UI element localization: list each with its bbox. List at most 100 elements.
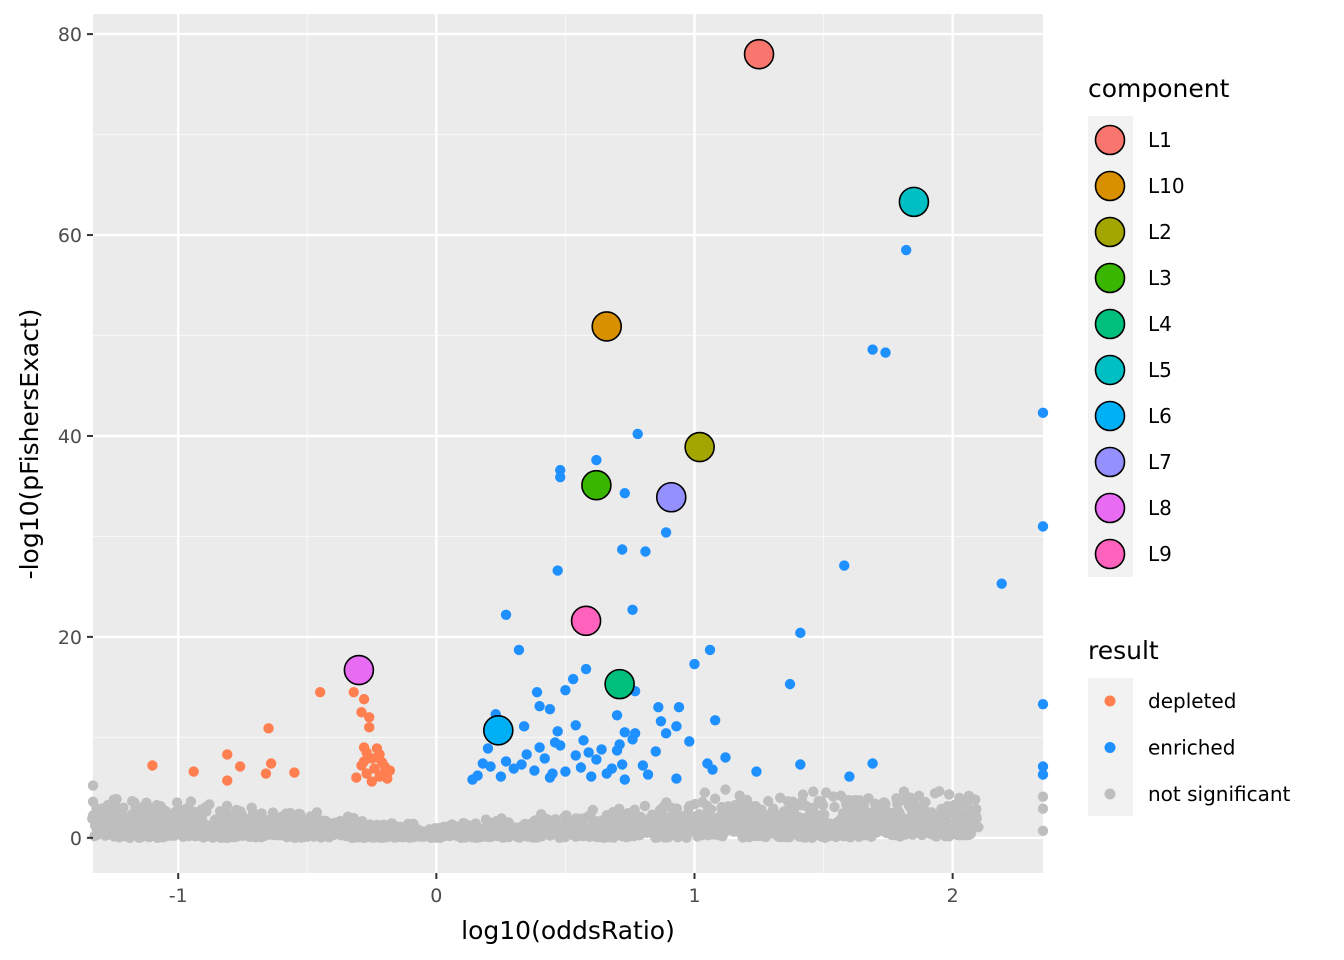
depleted-point (371, 752, 383, 763)
x-tick-label: 1 (688, 885, 700, 907)
enriched-point (619, 488, 630, 499)
not-significant-point (221, 800, 233, 812)
result-legend-title: result (1088, 636, 1159, 665)
enriched-point (560, 766, 571, 777)
component-point-l6 (482, 715, 514, 746)
result-legend-key-enriched (1104, 742, 1116, 753)
not-significant-point (629, 804, 640, 815)
not-significant-point (720, 784, 731, 795)
enriched-point (1037, 761, 1049, 772)
enriched-point (650, 746, 661, 757)
enriched-point (500, 756, 512, 767)
not-significant-point (699, 787, 711, 798)
depleted-point (361, 768, 372, 779)
enriched-point (671, 721, 682, 732)
component-legend-label: L9 (1148, 542, 1172, 566)
enriched-point (684, 736, 695, 747)
enriched-point (570, 720, 581, 731)
enriched-point (1037, 407, 1049, 419)
not-significant-point (829, 801, 840, 813)
enriched-point (500, 609, 512, 620)
enriched-point (591, 454, 602, 466)
component-legend-label: L1 (1148, 128, 1172, 152)
enriched-point (784, 678, 796, 690)
enriched-point (867, 758, 878, 769)
depleted-point (289, 767, 300, 778)
component-legend-key-l7 (1094, 446, 1126, 478)
not-significant-point (613, 803, 625, 814)
enriched-point (580, 663, 592, 675)
component-point-l2 (684, 431, 715, 463)
not-significant-point (709, 793, 721, 804)
component-legend-key-l3 (1094, 262, 1126, 294)
not-significant-point (817, 800, 829, 811)
not-significant-point (775, 792, 786, 803)
enriched-point (619, 727, 630, 738)
not-significant-points (87, 780, 1049, 844)
enriched-point (996, 578, 1007, 589)
x-axis-title: log10(oddsRatio) (461, 916, 675, 945)
enriched-point (560, 684, 571, 696)
component-legend-key-l1 (1094, 124, 1126, 156)
y-tick-label: 80 (58, 24, 82, 46)
enriched-point (617, 544, 628, 555)
enriched-point (707, 764, 718, 775)
result-legend-label: not significant (1148, 782, 1291, 806)
not-significant-point (639, 800, 651, 812)
enriched-point (547, 768, 558, 779)
minor-grid (93, 14, 1043, 873)
enriched-point (521, 749, 532, 760)
component-point-l10 (591, 311, 623, 342)
component-point-l7 (655, 481, 687, 513)
depleted-point (364, 712, 375, 723)
component-legend-label: L4 (1148, 312, 1172, 336)
not-significant-point (819, 809, 830, 820)
enriched-point (591, 754, 602, 765)
not-significant-point (671, 803, 683, 814)
depleted-point (188, 766, 199, 777)
component-legend-key-l5 (1094, 354, 1126, 386)
enriched-point (619, 774, 630, 785)
enriched-point (596, 744, 607, 755)
enriched-point (689, 658, 700, 670)
not-significant-point (934, 786, 945, 797)
enriched-point (1037, 769, 1049, 780)
enriched-point (552, 726, 563, 737)
enriched-point (867, 344, 878, 355)
not-significant-point (693, 809, 705, 820)
enriched-point (606, 763, 618, 774)
enriched-point (539, 753, 550, 764)
enriched-point (637, 760, 649, 771)
enriched-point (640, 546, 651, 557)
not-significant-point (87, 810, 99, 821)
depleted-point (364, 722, 375, 733)
y-tick-label: 60 (58, 225, 82, 247)
depleted-point (222, 749, 233, 760)
not-significant-point (128, 796, 140, 808)
enriched-point (660, 728, 672, 739)
enriched-point (673, 702, 685, 713)
not-significant-point (185, 796, 197, 807)
depleted-points (147, 686, 396, 787)
enriched-point (552, 565, 563, 576)
depleted-point (147, 760, 158, 771)
x-tick-label: -1 (169, 885, 188, 907)
component-legend-label: L8 (1148, 496, 1172, 520)
depleted-point (356, 707, 367, 718)
not-significant-point (160, 805, 171, 817)
depleted-point (314, 686, 326, 698)
component-legend-label: L7 (1148, 450, 1172, 474)
y-tick-label: 20 (58, 627, 82, 649)
enriched-point (534, 701, 545, 712)
depleted-point (351, 772, 362, 783)
not-significant-point (311, 807, 323, 818)
depleted-point (265, 758, 277, 769)
component-legend-label: L5 (1148, 358, 1172, 382)
enriched-point (704, 644, 716, 656)
enriched-point (880, 347, 891, 358)
component-legend: component L1 L10 L2 L3 L4 L5 L6 L7 L8 L9 (1088, 74, 1230, 577)
component-legend-key-l9 (1094, 538, 1126, 570)
component-legend-key-l2 (1094, 216, 1126, 248)
not-significant-point (87, 780, 99, 791)
component-legend-label: L2 (1148, 220, 1172, 244)
